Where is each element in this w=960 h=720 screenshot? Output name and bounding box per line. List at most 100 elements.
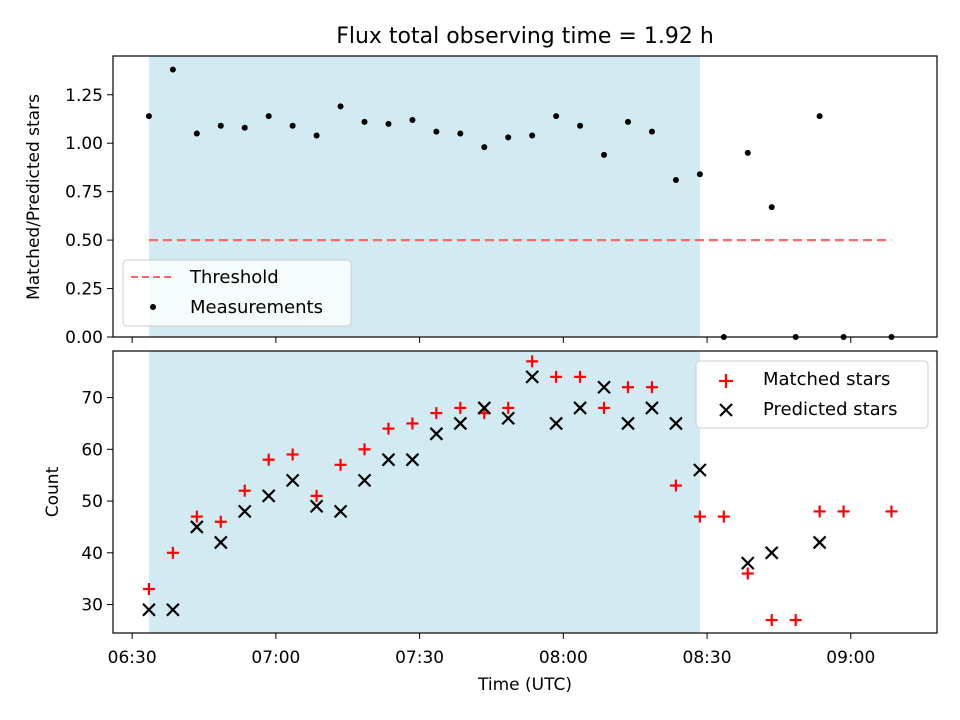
predicted-star-point xyxy=(693,463,707,477)
predicted-star-point xyxy=(549,416,563,431)
predicted-star-b xyxy=(142,602,156,617)
legend-matched-label: Matched stars xyxy=(763,369,890,390)
matched-star-point xyxy=(430,407,443,420)
measurement-point xyxy=(217,122,224,129)
matched-star-point xyxy=(406,417,419,430)
matched-star-point xyxy=(669,479,682,492)
count-y-axis-label: Count xyxy=(43,466,63,517)
measurement-point xyxy=(361,118,368,125)
measurement-point xyxy=(696,171,703,178)
measurement-point xyxy=(768,204,775,211)
predicted-star-point xyxy=(357,473,372,488)
time-x-tick-label: 08:00 xyxy=(539,648,588,668)
count-data-marks xyxy=(142,355,898,627)
matched-star-point xyxy=(622,381,634,394)
predicted-star-b xyxy=(166,602,180,617)
predicted-star-point xyxy=(597,380,611,394)
measurement-point xyxy=(744,149,751,156)
ratio-legend: Threshold Measurements xyxy=(122,259,352,327)
predicted-star-point xyxy=(214,535,228,550)
matched-star-point xyxy=(741,567,754,580)
predicted-star-b xyxy=(453,416,468,431)
predicted-star-point xyxy=(573,401,587,415)
observing-window-shade-bottom xyxy=(148,351,700,633)
legend-predicted-label: Predicted stars xyxy=(763,399,897,420)
legend-measurements-dot xyxy=(150,304,156,310)
matched-star-point xyxy=(693,510,706,523)
matched-star-point xyxy=(214,515,227,528)
predicted-star-b xyxy=(237,504,252,519)
matched-star-point xyxy=(717,510,730,523)
matched-star-point xyxy=(166,546,179,559)
predicted-star-point xyxy=(142,602,156,617)
matched-star-point xyxy=(813,505,826,518)
predicted-star-b xyxy=(381,452,396,467)
measurement-point xyxy=(241,124,248,131)
chart-title: Flux total observing time = 1.92 h xyxy=(336,24,714,49)
count-y-tick-label: 50 xyxy=(81,492,103,512)
ratio-data-marks xyxy=(145,66,895,340)
measurement-point xyxy=(481,144,488,151)
predicted-star-point xyxy=(333,504,348,519)
predicted-star-b xyxy=(549,416,563,431)
matched-star-point xyxy=(310,489,323,502)
predicted-star-b xyxy=(309,499,324,514)
predicted-star-b xyxy=(573,401,587,415)
measurement-point xyxy=(648,128,655,135)
time-x-tick-label: 06:30 xyxy=(108,648,157,668)
predicted-star-point xyxy=(261,489,276,503)
predicted-star-point xyxy=(764,546,779,560)
predicted-star-b xyxy=(812,535,827,550)
predicted-star-point xyxy=(525,370,539,384)
matched-star-point xyxy=(526,355,539,368)
measurement-point xyxy=(433,128,440,135)
predicted-star-b xyxy=(501,411,516,426)
matched-star-point xyxy=(382,422,395,435)
measurement-point xyxy=(553,113,560,120)
predicted-star-b xyxy=(333,504,348,519)
matched-star-point xyxy=(789,614,802,627)
predicted-star-point xyxy=(190,520,204,534)
predicted-star-b xyxy=(429,427,444,441)
count-y-tick-label: 60 xyxy=(81,440,103,460)
predicted-star-point xyxy=(645,401,659,415)
predicted-star-point xyxy=(285,473,300,488)
count-y-tick-label: 40 xyxy=(81,544,103,564)
time-x-tick-label: 09:00 xyxy=(826,648,875,668)
measurement-point xyxy=(289,122,296,129)
predicted-star-point xyxy=(429,427,444,441)
ratio-y-tick-label: 0.00 xyxy=(65,328,103,348)
ratio-legend-box xyxy=(122,259,352,327)
measurement-point xyxy=(169,66,176,73)
matched-star-point xyxy=(574,370,587,383)
measurement-point xyxy=(601,151,608,158)
matched-star-point xyxy=(262,453,275,466)
predicted-star-b xyxy=(477,401,492,415)
predicted-star-b xyxy=(261,489,276,503)
measurement-point xyxy=(625,118,631,125)
predicted-star-b xyxy=(190,520,204,534)
predicted-star-b xyxy=(405,452,420,467)
measurement-point xyxy=(672,177,679,184)
measurement-point xyxy=(385,120,392,127)
measurement-point xyxy=(145,113,152,120)
measurement-point xyxy=(313,132,320,139)
predicted-star-point xyxy=(669,416,683,431)
x-axis-label: Time (UTC) xyxy=(477,675,572,695)
legend-measurements-label: Measurements xyxy=(190,297,323,318)
count-panel: 30 40 50 60 70 06:30 07:00 07:30 08:00 08:30 09:0… xyxy=(43,350,938,695)
matched-star-point xyxy=(645,381,658,394)
ratio-y-tick-label: 1.00 xyxy=(65,134,103,154)
measurement-point xyxy=(337,103,344,110)
ratio-y-tick-label: 0.25 xyxy=(65,280,103,300)
ratio-panel: 0.00 0.25 0.50 0.75 1.00 1.25 Matched/Predict… xyxy=(24,55,938,348)
predicted-star-b xyxy=(764,546,779,560)
legend-threshold-label: Threshold xyxy=(189,267,279,288)
count-plot-frame xyxy=(112,350,938,634)
ratio-plot-frame xyxy=(112,55,938,338)
matched-star-point xyxy=(765,614,778,627)
predicted-star-point xyxy=(453,416,468,431)
predicted-star-b xyxy=(645,401,659,415)
measurement-point xyxy=(193,130,200,137)
predicted-star-point xyxy=(166,602,180,617)
